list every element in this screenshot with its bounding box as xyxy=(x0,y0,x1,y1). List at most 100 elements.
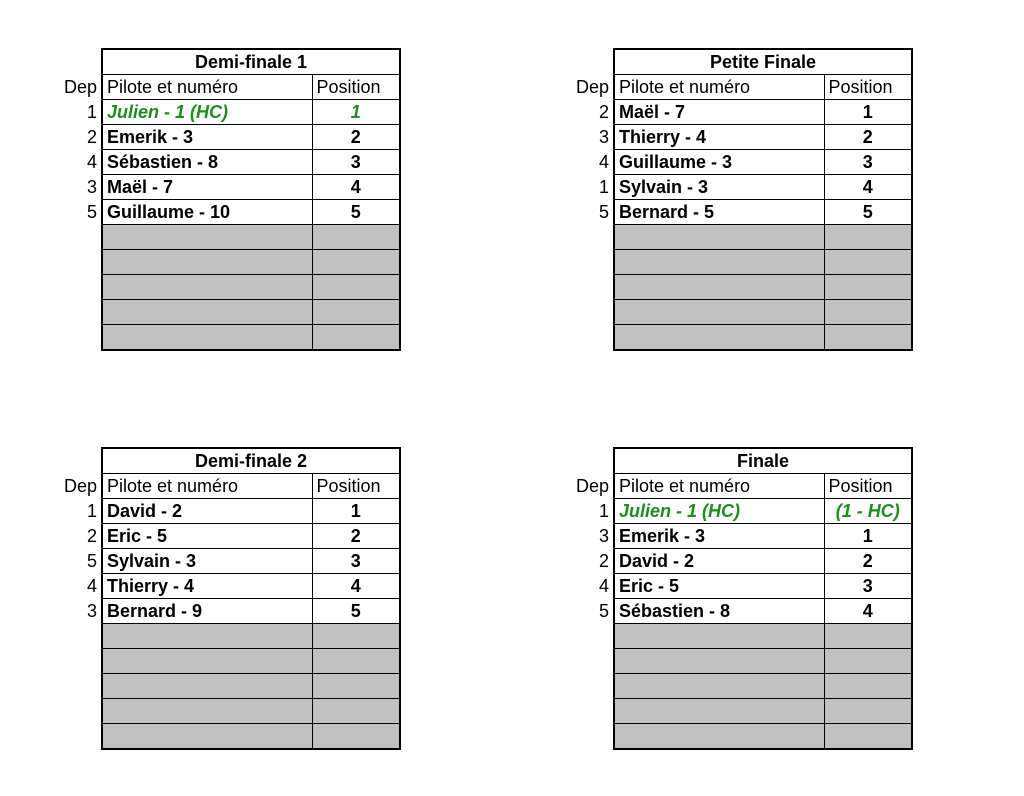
table-row: 3Emerik - 31 xyxy=(572,524,912,549)
position-cell xyxy=(824,300,912,325)
table-row-empty xyxy=(60,649,400,674)
pilot-cell xyxy=(102,674,312,699)
dep-cell xyxy=(60,325,102,351)
dep-cell xyxy=(572,624,614,649)
table-row: 5Guillaume - 105 xyxy=(60,200,400,225)
title-spacer xyxy=(572,448,614,474)
position-cell: 4 xyxy=(824,175,912,200)
pilot-cell xyxy=(102,325,312,351)
pilot-cell xyxy=(102,624,312,649)
dep-cell xyxy=(572,699,614,724)
pilot-cell: Maël - 7 xyxy=(102,175,312,200)
position-cell xyxy=(312,674,400,699)
table-row: 5Sébastien - 84 xyxy=(572,599,912,624)
pilot-cell xyxy=(614,624,824,649)
dep-cell xyxy=(60,300,102,325)
header-position: Position xyxy=(824,474,912,499)
pilot-cell xyxy=(102,300,312,325)
position-cell: 1 xyxy=(824,524,912,549)
table-row-empty xyxy=(572,300,912,325)
dep-cell: 5 xyxy=(60,200,102,225)
dep-cell xyxy=(572,250,614,275)
position-cell: 2 xyxy=(312,524,400,549)
position-cell: 2 xyxy=(824,125,912,150)
table-row-empty xyxy=(60,225,400,250)
dep-cell: 2 xyxy=(572,100,614,125)
position-cell xyxy=(312,649,400,674)
pilot-cell: Sylvain - 3 xyxy=(102,549,312,574)
table-row: 2Eric - 52 xyxy=(60,524,400,549)
position-cell xyxy=(824,275,912,300)
dep-cell: 5 xyxy=(572,200,614,225)
header-pilot: Pilote et numéro xyxy=(614,474,824,499)
position-cell: 1 xyxy=(312,499,400,524)
pilot-cell: Thierry - 4 xyxy=(614,125,824,150)
table-row-empty xyxy=(572,674,912,699)
pilot-cell: David - 2 xyxy=(614,549,824,574)
pilot-cell: Eric - 5 xyxy=(614,574,824,599)
position-cell: 3 xyxy=(824,574,912,599)
race-block-petite-finale: Petite FinaleDepPilote et numéroPosition… xyxy=(572,48,964,397)
pilot-cell xyxy=(614,275,824,300)
dep-cell: 3 xyxy=(572,524,614,549)
position-cell xyxy=(312,699,400,724)
pilot-cell: Guillaume - 10 xyxy=(102,200,312,225)
pilot-cell: Guillaume - 3 xyxy=(614,150,824,175)
header-pilot: Pilote et numéro xyxy=(614,75,824,100)
header-position: Position xyxy=(312,75,400,100)
dep-cell: 4 xyxy=(60,150,102,175)
position-cell: 4 xyxy=(312,175,400,200)
header-dep: Dep xyxy=(60,474,102,499)
header-dep: Dep xyxy=(572,75,614,100)
pilot-cell: Emerik - 3 xyxy=(614,524,824,549)
pilot-cell xyxy=(102,275,312,300)
table-row: 1Julien - 1 (HC)1 xyxy=(60,100,400,125)
table-row: 4Sébastien - 83 xyxy=(60,150,400,175)
position-cell: 2 xyxy=(312,125,400,150)
table-row-empty xyxy=(60,724,400,750)
position-cell: 4 xyxy=(312,574,400,599)
pilot-cell: Julien - 1 (HC) xyxy=(614,499,824,524)
header-pilot: Pilote et numéro xyxy=(102,75,312,100)
position-cell: 3 xyxy=(312,549,400,574)
table-row: 1David - 21 xyxy=(60,499,400,524)
pilot-cell: Emerik - 3 xyxy=(102,125,312,150)
position-cell xyxy=(312,225,400,250)
dep-cell xyxy=(60,674,102,699)
position-cell xyxy=(824,325,912,351)
pilot-cell: Thierry - 4 xyxy=(102,574,312,599)
race-block-demi-finale-1: Demi-finale 1DepPilote et numéroPosition… xyxy=(60,48,452,397)
position-cell xyxy=(824,674,912,699)
dep-cell xyxy=(572,325,614,351)
header-position: Position xyxy=(824,75,912,100)
pilot-cell: David - 2 xyxy=(102,499,312,524)
table-row-empty xyxy=(60,250,400,275)
pilot-cell xyxy=(102,649,312,674)
table-row: 1Sylvain - 34 xyxy=(572,175,912,200)
table-row-empty xyxy=(60,300,400,325)
position-cell xyxy=(312,724,400,750)
title-spacer xyxy=(572,49,614,75)
pilot-cell xyxy=(614,325,824,351)
position-cell: 5 xyxy=(824,200,912,225)
pilot-cell xyxy=(614,724,824,750)
table-row-empty xyxy=(60,699,400,724)
dep-cell xyxy=(572,649,614,674)
position-cell: 5 xyxy=(312,599,400,624)
race-block-finale: FinaleDepPilote et numéroPosition1Julien… xyxy=(572,447,964,796)
dep-cell xyxy=(60,624,102,649)
header-dep: Dep xyxy=(572,474,614,499)
table-row: 3Bernard - 95 xyxy=(60,599,400,624)
table-row: 2David - 22 xyxy=(572,549,912,574)
position-cell: 3 xyxy=(312,150,400,175)
dep-cell: 4 xyxy=(60,574,102,599)
table-row-empty xyxy=(572,225,912,250)
dep-cell xyxy=(60,649,102,674)
race-table-finale: FinaleDepPilote et numéroPosition1Julien… xyxy=(572,447,913,750)
header-pilot: Pilote et numéro xyxy=(102,474,312,499)
table-row-empty xyxy=(572,724,912,750)
pilot-cell xyxy=(614,300,824,325)
position-cell xyxy=(312,624,400,649)
table-row: 2Emerik - 32 xyxy=(60,125,400,150)
table-row: 4Eric - 53 xyxy=(572,574,912,599)
